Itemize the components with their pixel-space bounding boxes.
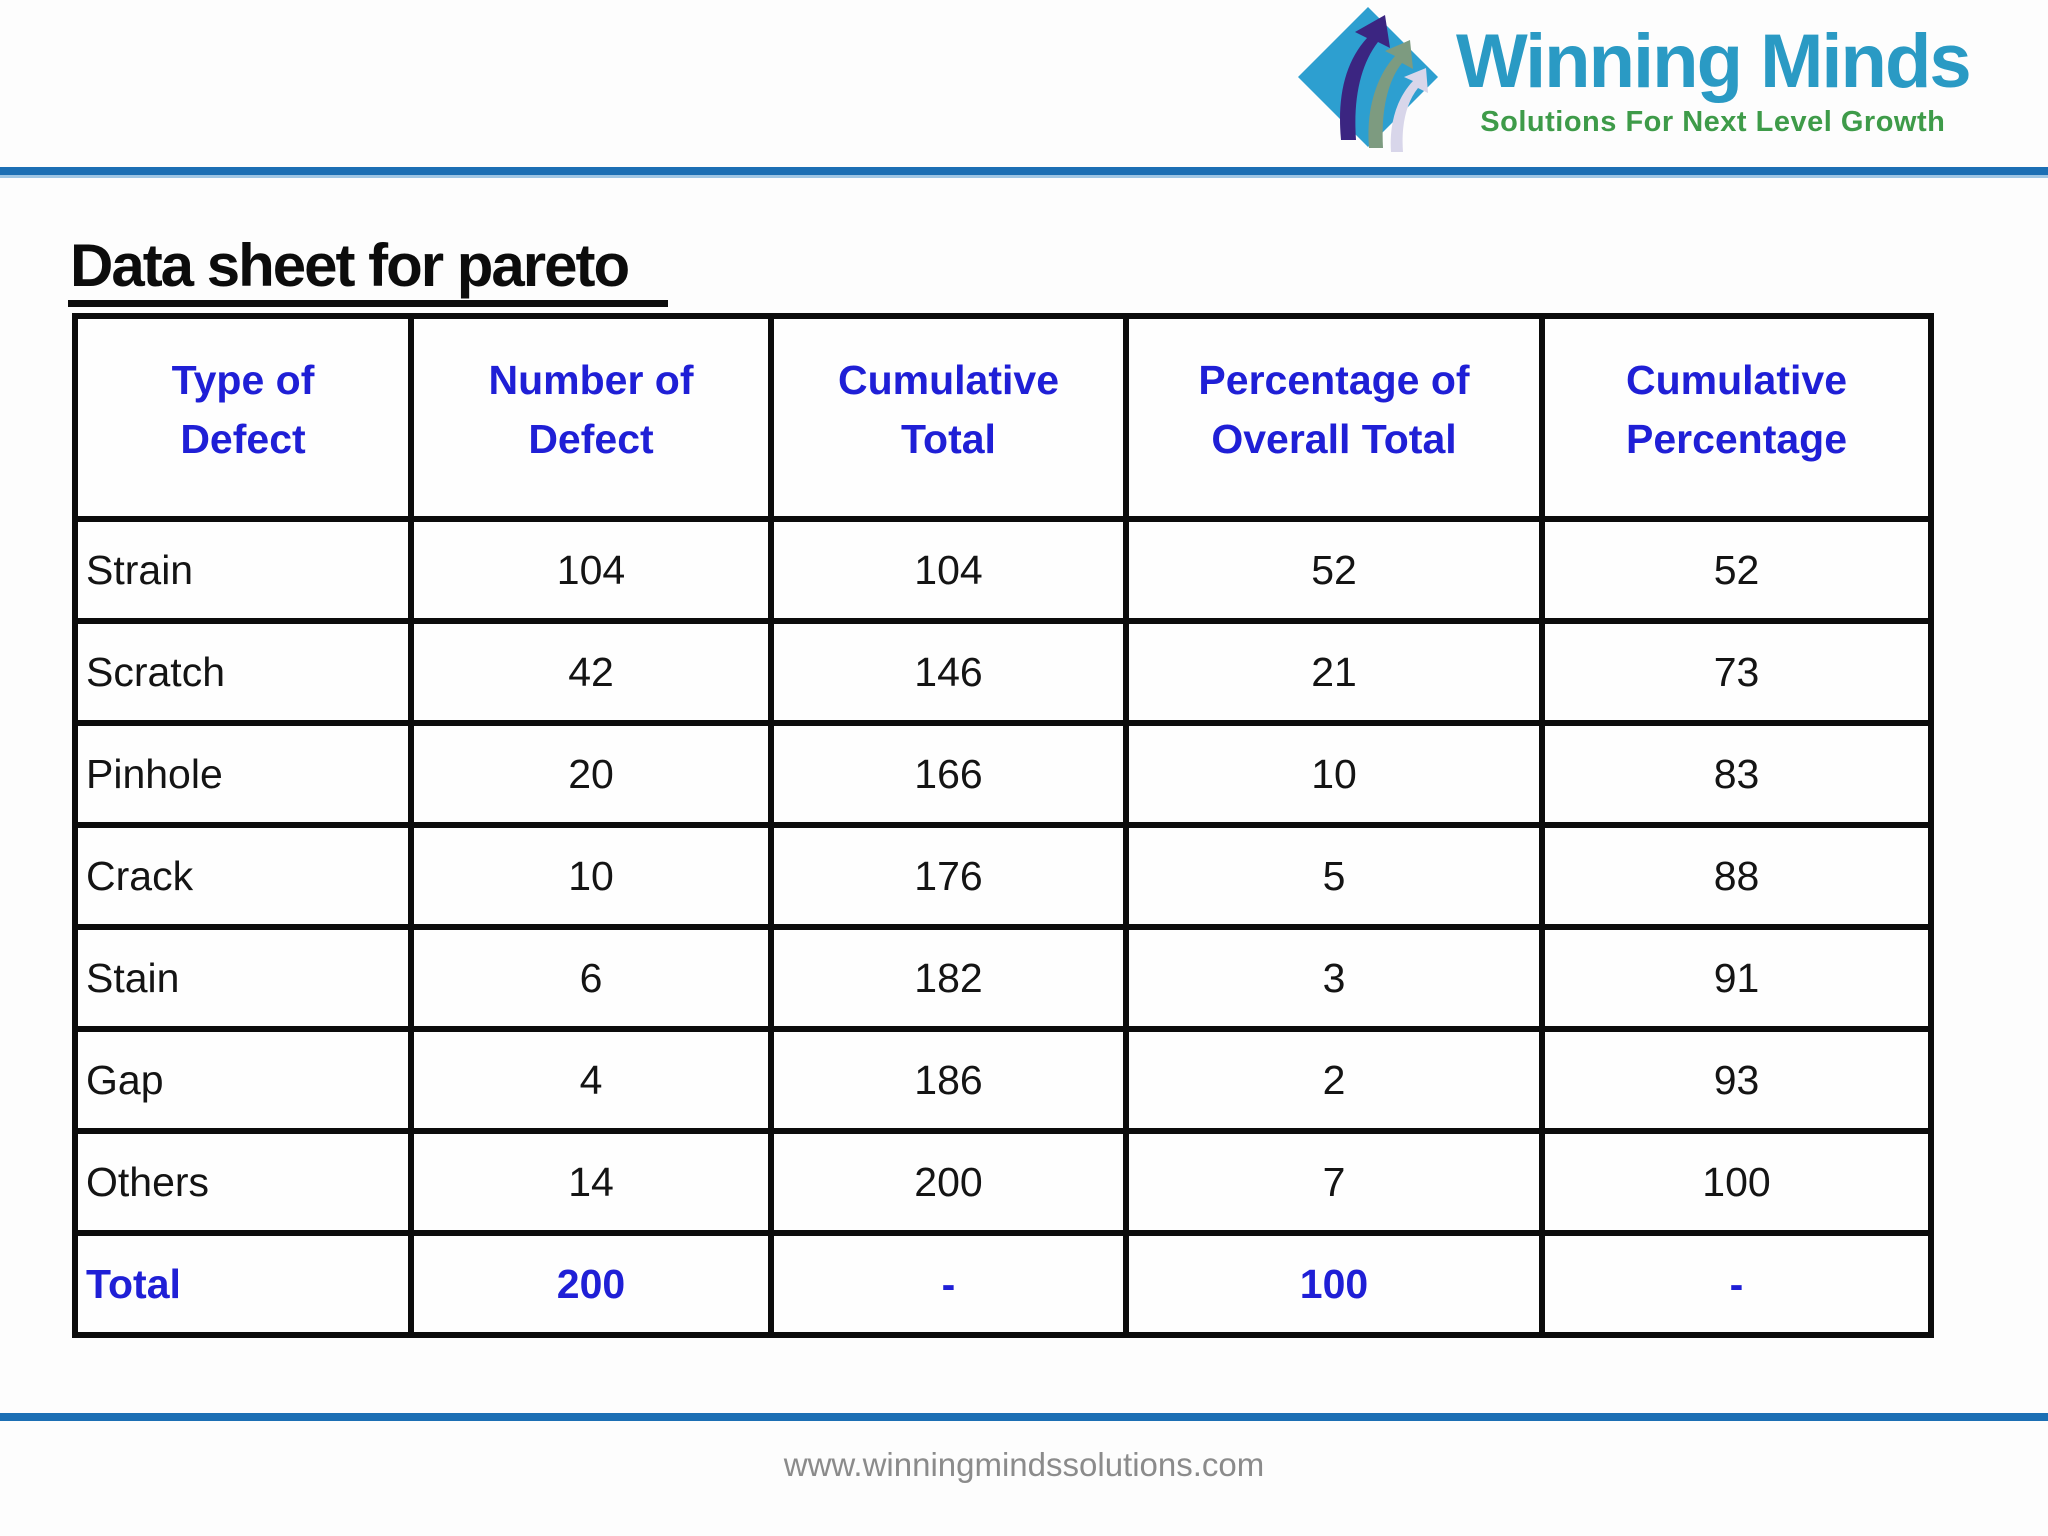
header-line: Overall Total: [1211, 416, 1457, 462]
cell-number: 4: [408, 1026, 774, 1134]
header-percentage-overall-total: Percentage of Overall Total: [1123, 313, 1545, 522]
cell-percent: 2: [1123, 1026, 1545, 1134]
cell-number: 104: [408, 516, 774, 624]
cell-cumulative: 104: [768, 516, 1129, 624]
logo-arrow-dark: [1340, 15, 1390, 140]
header-divider-rule: [0, 167, 2048, 178]
footer-website-url: www.winningmindssolutions.com: [783, 1446, 1265, 1483]
cell-percent: 21: [1123, 618, 1545, 726]
table-row: Strain 104 104 52 52: [72, 516, 1934, 624]
header-line: Defect: [180, 416, 306, 462]
brand-name: Winning Minds: [1456, 19, 1972, 104]
table-row: Pinhole 20 166 10 83: [72, 720, 1934, 828]
cell-number: 42: [408, 618, 774, 726]
cell-total-cumulative: -: [768, 1230, 1129, 1338]
logo-diamond-arrows-icon: [1298, 7, 1438, 152]
header-line: Percentage: [1625, 416, 1848, 462]
cell-number: 20: [408, 720, 774, 828]
cell-total-percent: 100: [1123, 1230, 1545, 1338]
cell-defect-type: Scratch: [72, 618, 414, 726]
logo-arrow-mid: [1368, 40, 1413, 148]
cell-defect-type: Pinhole: [72, 720, 414, 828]
table-row: Crack 10 176 5 88: [72, 822, 1934, 930]
cell-defect-type: Others: [72, 1128, 414, 1236]
cell-cum-percent: 91: [1539, 924, 1934, 1032]
cell-defect-type: Stain: [72, 924, 414, 1032]
footer-divider-rule: [0, 1413, 2048, 1421]
table-row: Stain 6 182 3 91: [72, 924, 1934, 1032]
page-title: Data sheet for pareto: [68, 234, 669, 307]
table-row: Gap 4 186 2 93: [72, 1026, 1934, 1134]
cell-cum-percent: 93: [1539, 1026, 1934, 1134]
header-cumulative-total: Cumulative Total: [768, 313, 1129, 522]
header-line: Total: [901, 416, 996, 462]
header-type-of-defect: Type of Defect: [72, 313, 414, 522]
table-header-row: Type of Defect Number of Defect Cumulati…: [72, 313, 1934, 522]
header-cumulative-percentage: Cumulative Percentage: [1539, 313, 1934, 522]
cell-cumulative: 146: [768, 618, 1129, 726]
cell-cumulative: 200: [768, 1128, 1129, 1236]
cell-percent: 52: [1123, 516, 1545, 624]
winning-minds-logo: Winning Minds Solutions For Next Level G…: [1292, 2, 1972, 152]
header-line: Type of: [171, 356, 315, 403]
brand-tagline: Solutions For Next Level Growth: [1480, 106, 1946, 138]
table-row: Scratch 42 146 21 73: [72, 618, 1934, 726]
header-line: Cumulative: [1626, 356, 1847, 403]
cell-total-cum-percent: -: [1539, 1230, 1934, 1338]
cell-number: 10: [408, 822, 774, 930]
logo-arrow-light: [1390, 68, 1428, 152]
cell-defect-type: Gap: [72, 1026, 414, 1134]
table-total-row: Total 200 - 100 -: [72, 1230, 1934, 1338]
header-line: Number of: [488, 356, 694, 403]
cell-cum-percent: 88: [1539, 822, 1934, 930]
cell-cum-percent: 83: [1539, 720, 1934, 828]
cell-total-label: Total: [72, 1230, 414, 1338]
table-row: Others 14 200 7 100: [72, 1128, 1934, 1236]
cell-number: 6: [408, 924, 774, 1032]
cell-total-number: 200: [408, 1230, 774, 1338]
header-number-of-defect: Number of Defect: [408, 313, 774, 522]
cell-cum-percent: 100: [1539, 1128, 1934, 1236]
cell-cumulative: 166: [768, 720, 1129, 828]
cell-percent: 5: [1123, 822, 1545, 930]
cell-percent: 3: [1123, 924, 1545, 1032]
cell-defect-type: Crack: [72, 822, 414, 930]
header-line: Defect: [528, 416, 654, 462]
cell-cum-percent: 73: [1539, 618, 1934, 726]
cell-number: 14: [408, 1128, 774, 1236]
cell-percent: 7: [1123, 1128, 1545, 1236]
cell-cumulative: 182: [768, 924, 1129, 1032]
cell-cumulative: 186: [768, 1026, 1129, 1134]
cell-cum-percent: 52: [1539, 516, 1934, 624]
header-line: Cumulative: [838, 356, 1059, 403]
logo-text-block: Winning Minds Solutions For Next Level G…: [1456, 2, 1972, 139]
cell-percent: 10: [1123, 720, 1545, 828]
cell-defect-type: Strain: [72, 516, 414, 624]
header-line: Percentage of: [1198, 356, 1470, 403]
cell-cumulative: 176: [768, 822, 1129, 930]
pareto-data-table: Type of Defect Number of Defect Cumulati…: [72, 313, 1934, 1338]
